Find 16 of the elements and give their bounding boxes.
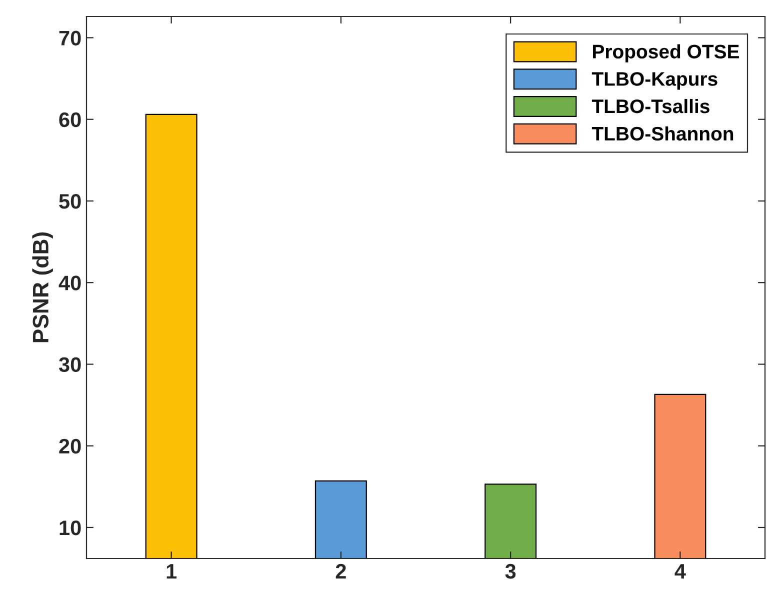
legend-label: TLBO-Tsallis <box>592 98 710 114</box>
y-tick-label: 70 <box>59 30 81 46</box>
x-tick-label: 2 <box>336 564 346 578</box>
y-tick-label: 50 <box>59 194 81 209</box>
legend-label: TLBO-Kapurs <box>592 72 718 90</box>
y-tick-label: 20 <box>59 438 81 454</box>
y-tick-label: 60 <box>59 112 81 128</box>
legend-label: TLBO-Shannon <box>592 126 734 141</box>
x-tick-label: 1 <box>166 564 177 578</box>
y-tick-label: 30 <box>58 357 81 372</box>
y-tick-label: 40 <box>58 276 81 290</box>
x-tick-label: 4 <box>674 564 686 578</box>
x-tick-label: 3 <box>505 564 516 579</box>
y-axis-title: PSNR (dB) <box>32 232 53 342</box>
legend-label: Proposed OTSE <box>593 44 739 62</box>
y-tick-label: 10 <box>60 520 81 536</box>
